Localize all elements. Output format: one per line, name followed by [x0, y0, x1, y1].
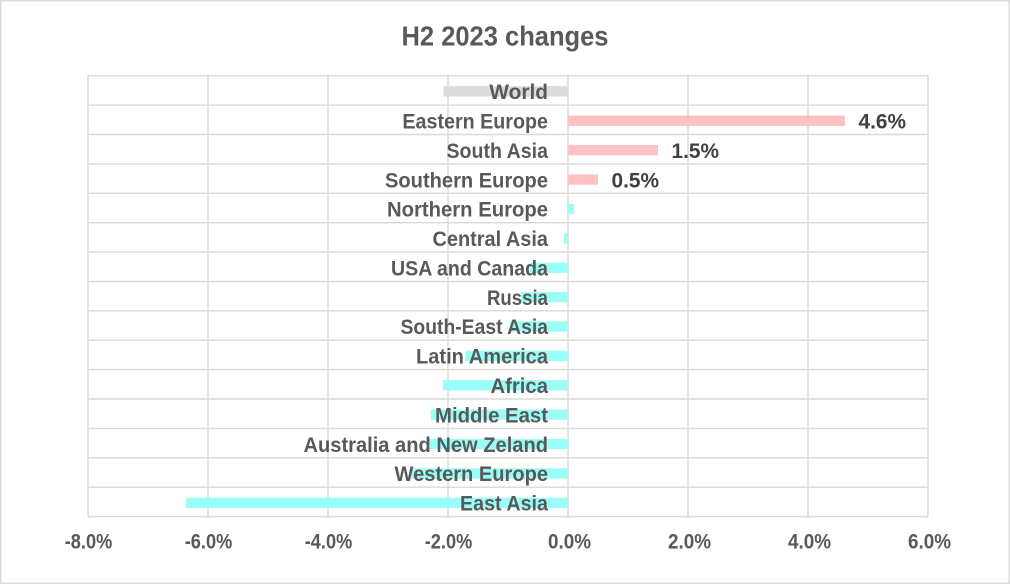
svg-text:-6.0%: -6.0%	[185, 531, 233, 554]
svg-text:Russia: Russia	[487, 287, 548, 310]
svg-text:0.0%: 0.0%	[548, 531, 591, 554]
svg-text:Western Europe: Western Europe	[395, 463, 549, 486]
svg-text:Australia and New Zeland: Australia and New Zeland	[304, 434, 549, 457]
svg-text:1.5%: 1.5%	[672, 140, 720, 163]
svg-text:South Asia: South Asia	[447, 140, 549, 163]
svg-text:4.0%: 4.0%	[788, 531, 831, 554]
svg-text:0.5%: 0.5%	[612, 169, 660, 192]
svg-text:Middle East: Middle East	[435, 404, 548, 427]
svg-text:USA and Canada: USA and Canada	[391, 258, 548, 281]
svg-text:Northern Europe: Northern Europe	[387, 199, 548, 222]
svg-text:Central Asia: Central Asia	[433, 228, 549, 251]
svg-text:Latin America: Latin America	[416, 346, 548, 369]
svg-text:Eastern Europe: Eastern Europe	[402, 111, 548, 134]
svg-text:4.6%: 4.6%	[859, 111, 907, 134]
svg-text:World: World	[489, 81, 548, 104]
svg-text:2.0%: 2.0%	[668, 531, 711, 554]
svg-text:Southern Europe: Southern Europe	[385, 169, 548, 192]
svg-text:6.0%: 6.0%	[908, 531, 951, 554]
svg-text:-8.0%: -8.0%	[65, 531, 113, 554]
svg-text:H2 2023 changes: H2 2023 changes	[402, 20, 609, 51]
svg-text:East Asia: East Asia	[460, 493, 548, 516]
svg-text:Africa: Africa	[491, 375, 549, 398]
svg-text:-2.0%: -2.0%	[425, 531, 473, 554]
svg-text:-4.0%: -4.0%	[305, 531, 353, 554]
svg-text:South-East Asia: South-East Asia	[401, 316, 549, 339]
